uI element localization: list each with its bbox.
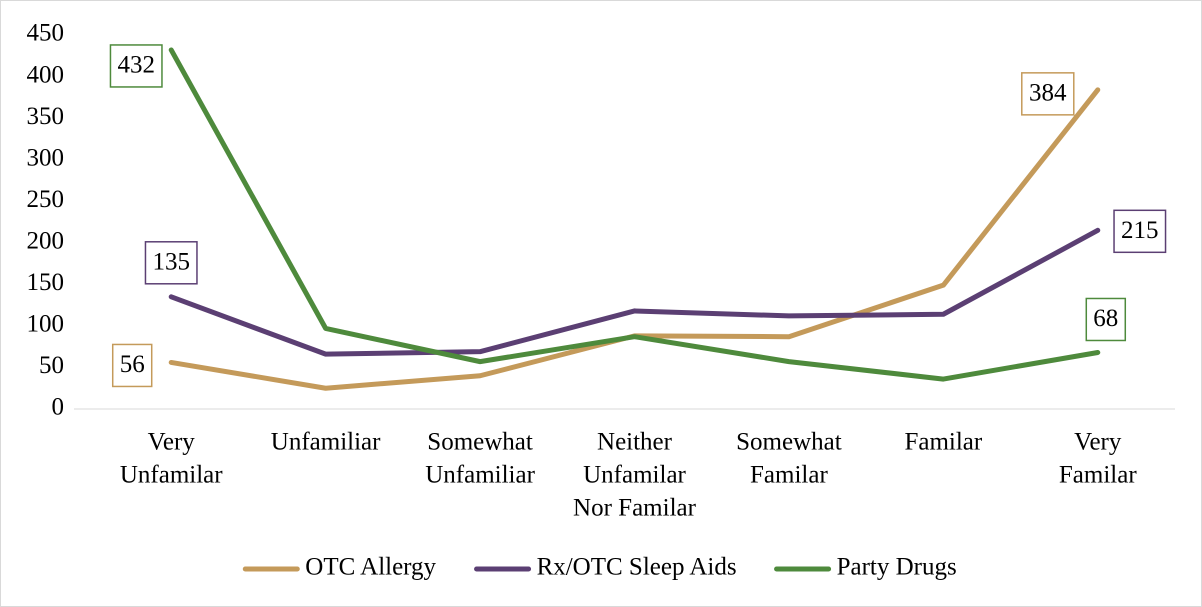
data-label-box xyxy=(109,44,163,88)
data-label-box xyxy=(1113,209,1167,254)
data-label-box xyxy=(144,241,198,285)
x-tick-label: Neither xyxy=(597,429,673,456)
legend-label: Rx/OTC Sleep Aids xyxy=(537,554,737,581)
y-tick-label: 200 xyxy=(27,228,65,255)
y-tick-label: 250 xyxy=(27,186,65,213)
data-label-box xyxy=(1085,297,1127,342)
x-tick-label: Familar xyxy=(750,462,828,489)
data-label: 215 xyxy=(1121,217,1159,244)
data-label-box xyxy=(1021,72,1075,116)
data-label: 384 xyxy=(1029,80,1067,107)
legend-label: OTC Allergy xyxy=(305,554,436,581)
x-tick-label: Somewhat xyxy=(427,429,533,456)
x-tick-label: Nor Familar xyxy=(573,495,697,522)
x-tick-label: Unfamiliar xyxy=(425,462,535,489)
y-tick-label: 300 xyxy=(27,144,65,171)
data-label-box xyxy=(111,343,153,388)
y-tick-label: 100 xyxy=(27,311,65,338)
series-line xyxy=(168,227,1101,357)
data-label: 68 xyxy=(1093,305,1118,332)
y-tick-label: 350 xyxy=(27,103,65,130)
x-tick-label: Familar xyxy=(1059,462,1137,489)
x-tick-label: Unfamilar xyxy=(583,462,686,489)
x-tick-label: Unfamilar xyxy=(120,462,223,489)
x-tick-label: Familar xyxy=(904,429,982,456)
legend-label: Party Drugs xyxy=(837,554,957,581)
x-tick-label: Very xyxy=(1074,429,1122,456)
y-tick-label: 50 xyxy=(39,352,64,379)
x-tick-label: Unfamiliar xyxy=(271,429,381,456)
series-line xyxy=(168,47,1101,382)
y-tick-label: 400 xyxy=(27,61,65,88)
y-tick-label: 450 xyxy=(27,20,65,47)
data-label: 135 xyxy=(152,249,190,276)
data-label: 432 xyxy=(117,52,155,79)
x-tick-label: Somewhat xyxy=(736,429,842,456)
y-tick-label: 0 xyxy=(52,394,65,421)
x-tick-label: Very xyxy=(148,429,196,456)
y-tick-label: 150 xyxy=(27,269,65,296)
data-label: 56 xyxy=(120,351,145,378)
